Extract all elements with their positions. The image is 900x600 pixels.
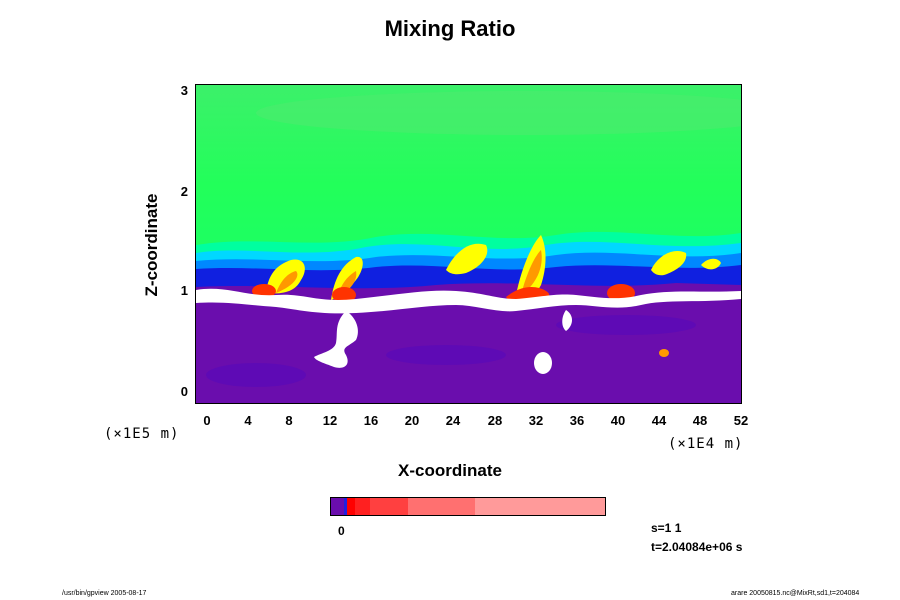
x-tick-label: 28	[487, 413, 503, 428]
x-tick-label: 0	[203, 413, 211, 428]
plume	[701, 258, 721, 270]
colorbar	[330, 497, 606, 516]
lower-patch	[386, 345, 506, 365]
red-blob	[332, 287, 356, 303]
footer-source: arare 20050815.nc@MixRt,sd1,t=204084	[731, 590, 860, 597]
x-tick-label: 44	[651, 413, 667, 428]
plume	[516, 235, 546, 297]
colorbar-tick-label: 0	[338, 524, 345, 538]
x-tick-label: 48	[692, 413, 708, 428]
time-annotation: t=2.04084e+06 s	[651, 540, 743, 554]
step-annotation: s=1 1	[651, 521, 682, 535]
mixing-ratio-field	[196, 85, 741, 403]
upper-band	[256, 91, 741, 135]
colorbar-segment	[331, 498, 344, 515]
x-tick-label: 12	[322, 413, 338, 428]
x-tick-label: 40	[610, 413, 626, 428]
white-blob	[534, 352, 552, 374]
x-tick-label: 52	[733, 413, 749, 428]
colorbar-segment	[408, 498, 475, 515]
x-tick-label: 20	[404, 413, 420, 428]
red-blob	[252, 284, 276, 298]
footer-command: /usr/bin/gpview 2005-08-17	[62, 590, 147, 597]
lower-patch	[556, 315, 696, 335]
colorbar-segment	[370, 498, 408, 515]
colorbar-segment	[475, 498, 605, 515]
y-tick-label: 0	[180, 384, 188, 399]
colorbar-segment	[347, 498, 355, 515]
colorbar-segment	[355, 498, 370, 515]
plume	[521, 250, 542, 295]
white-blob	[562, 310, 572, 331]
white-plume	[314, 311, 358, 368]
y-axis-label: Z-coordinate	[142, 193, 161, 297]
y-tick-label: 3	[180, 83, 188, 98]
plume	[266, 259, 305, 294]
x-tick-label: 4	[244, 413, 252, 428]
chart-title: Mixing Ratio	[384, 16, 516, 41]
lower-patch	[206, 363, 306, 387]
x-scale-label: (×1E4 m)	[668, 436, 744, 452]
y-scale-label: (×1E5 m)	[104, 426, 180, 442]
x-tick-label: 8	[285, 413, 293, 428]
white-band	[196, 288, 741, 314]
colorbar-segment	[344, 498, 347, 515]
plume	[651, 250, 687, 276]
plume	[446, 243, 488, 275]
plot-area	[195, 84, 742, 404]
x-tick-label: 36	[569, 413, 585, 428]
red-blob	[659, 349, 669, 357]
x-tick-label: 24	[445, 413, 461, 428]
x-tick-label: 16	[363, 413, 379, 428]
y-tick-label: 1	[180, 283, 188, 298]
x-tick-label: 32	[528, 413, 544, 428]
x-axis-label: X-coordinate	[398, 461, 502, 480]
y-tick-label: 2	[180, 184, 188, 199]
plume	[276, 271, 298, 293]
